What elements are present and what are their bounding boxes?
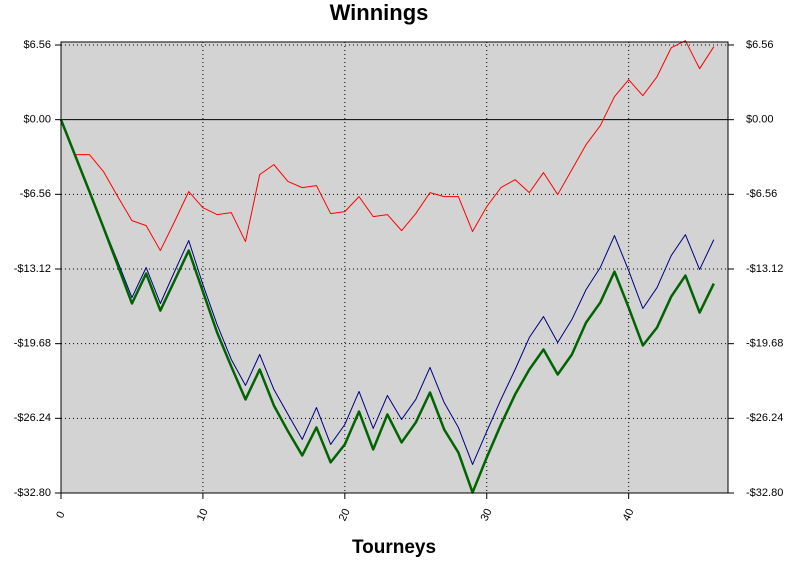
series-line (60, 119, 715, 465)
x-tick-label: 30 (479, 507, 495, 523)
chart-title: Winnings (330, 0, 429, 25)
y2-tick-label: -$19.68 (746, 338, 783, 350)
y2-tick-label: -$26.24 (746, 412, 783, 424)
x-tick-label: 10 (195, 507, 211, 523)
y2-tick-label: $6.56 (746, 39, 774, 51)
y2-tick-label: $0.00 (746, 114, 774, 126)
y2-tick-label: -$6.56 (746, 188, 777, 200)
series-line (60, 40, 715, 252)
y2-tick-label: -$13.12 (746, 263, 783, 275)
y-tick-label: -$32.80 (14, 487, 51, 499)
plot-area (60, 41, 729, 494)
y-tick-label: -$19.68 (14, 338, 51, 350)
y-tick-label: $6.56 (23, 39, 51, 51)
plot-frame (60, 41, 729, 494)
x-axis-label: Tourneys (352, 537, 436, 558)
y-tick-label: $0.00 (23, 114, 51, 126)
y2-tick-label: -$32.80 (746, 487, 783, 499)
y-tick-label: -$6.56 (20, 188, 51, 200)
y-tick-label: -$26.24 (14, 412, 51, 424)
x-tick-label: 40 (621, 507, 637, 523)
y-tick-label: -$13.12 (14, 263, 51, 275)
x-tick-label: 0 (54, 510, 67, 521)
x-tick-label: 20 (337, 507, 353, 523)
series-line (59, 119, 715, 494)
